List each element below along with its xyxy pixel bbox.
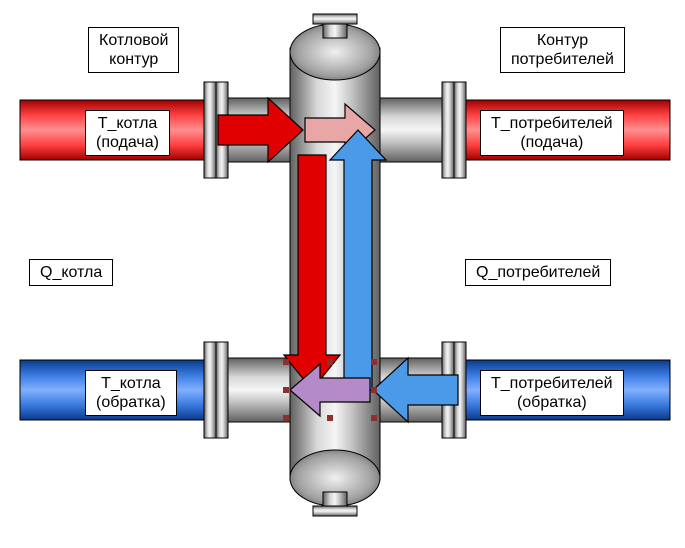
selection-handle (371, 387, 377, 393)
label-t-boiler-return: T_котла(обратка) (85, 370, 177, 416)
selection-handle (327, 359, 333, 365)
branch (379, 98, 445, 162)
neck-flange (313, 506, 357, 516)
flange (454, 82, 466, 178)
label-t-consumer-return: T_потребителей(обратка) (480, 370, 624, 416)
flange (204, 82, 216, 178)
flange (216, 342, 228, 438)
label-t-boiler-supply: T_котла(подача) (85, 110, 170, 156)
selection-handle (283, 387, 289, 393)
label-t-consumer-supply: T_потребителей(подача) (480, 110, 624, 156)
label-consumer-circuit: Контурпотребителей (500, 27, 625, 73)
flange (442, 82, 454, 178)
neck-flange (313, 14, 357, 24)
flange (204, 342, 216, 438)
selection-handle (283, 415, 289, 421)
selection-handle (371, 415, 377, 421)
label-boiler-circuit: Котловойконтур (88, 27, 179, 73)
label-q-boiler: Q_котла (29, 259, 113, 286)
selection-handle (327, 415, 333, 421)
branch (225, 358, 291, 422)
label-q-consumer: Q_потребителей (465, 259, 611, 286)
selection-handle (371, 359, 377, 365)
selection-handle (283, 359, 289, 365)
